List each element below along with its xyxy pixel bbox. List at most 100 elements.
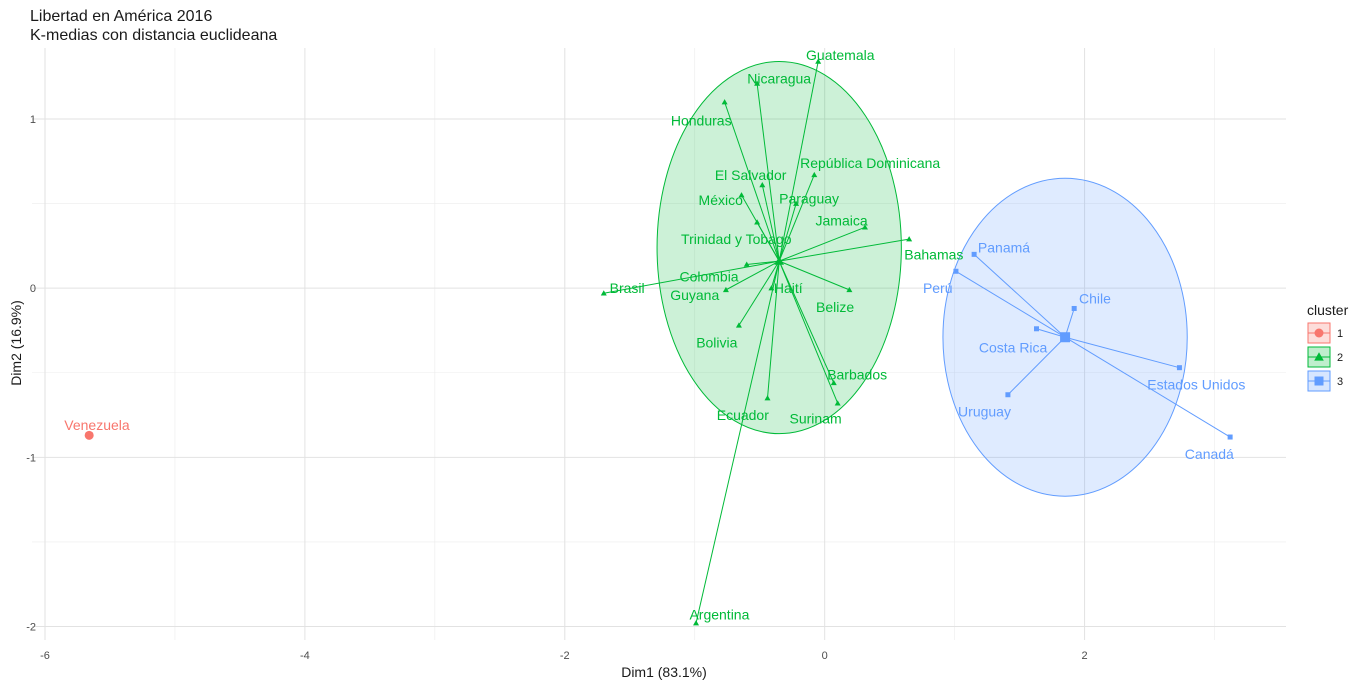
point-label: El Salvador bbox=[715, 167, 787, 183]
data-point bbox=[738, 192, 745, 198]
data-point bbox=[721, 99, 728, 105]
cluster-centroid bbox=[774, 256, 785, 265]
data-point bbox=[1033, 326, 1039, 332]
data-point bbox=[971, 251, 977, 257]
point-label: Chile bbox=[1079, 290, 1111, 306]
data-point bbox=[735, 322, 742, 328]
point-label: Brasil bbox=[610, 280, 645, 296]
point-label: Panamá bbox=[978, 240, 1030, 256]
legend-key-marker bbox=[1314, 352, 1324, 361]
legend-key-marker bbox=[1314, 328, 1324, 338]
data-point bbox=[1176, 365, 1182, 371]
y-tick-label: 1 bbox=[30, 114, 36, 126]
data-point bbox=[693, 620, 700, 626]
data-points bbox=[84, 58, 1233, 626]
cluster-centroid bbox=[1060, 332, 1071, 343]
chart-title: Libertad en América 2016 bbox=[30, 8, 212, 25]
data-point bbox=[754, 219, 761, 225]
point-label: Ecuador bbox=[717, 407, 769, 423]
spoke-line bbox=[756, 83, 780, 262]
point-label: República Dominicana bbox=[800, 155, 940, 171]
point-label: Venezuela bbox=[64, 417, 130, 433]
spoke-line bbox=[778, 260, 835, 384]
data-point bbox=[861, 224, 868, 230]
data-point bbox=[722, 286, 729, 293]
point-label: Barbados bbox=[827, 366, 887, 382]
y-axis-title: Dim2 (16.9%) bbox=[8, 300, 24, 386]
point-label: Guatemala bbox=[806, 47, 875, 63]
y-tick-label: -2 bbox=[26, 621, 36, 633]
point-label: Haití bbox=[774, 280, 803, 296]
data-point bbox=[84, 430, 94, 440]
point-label: Belize bbox=[816, 299, 854, 315]
data-point bbox=[906, 236, 913, 242]
y-tick-label: -1 bbox=[26, 452, 36, 464]
spoke-line bbox=[725, 260, 780, 291]
grid bbox=[32, 48, 1286, 640]
legend-label: 1 bbox=[1337, 328, 1343, 340]
legend-key-marker bbox=[1314, 376, 1324, 386]
data-point bbox=[600, 290, 607, 296]
x-tick-label: 0 bbox=[822, 650, 828, 662]
spoke-line bbox=[724, 101, 780, 262]
point-label: Honduras bbox=[671, 113, 732, 129]
point-label: Uruguay bbox=[958, 404, 1011, 420]
spoke-line bbox=[778, 61, 819, 262]
spoke-line bbox=[603, 260, 780, 294]
spoke-line bbox=[779, 260, 850, 291]
data-point bbox=[793, 200, 800, 206]
spoke-line bbox=[973, 253, 1066, 338]
point-label: Estados Unidos bbox=[1147, 377, 1245, 393]
x-tick-label: -6 bbox=[40, 650, 50, 662]
point-label: Argentina bbox=[689, 607, 749, 623]
cluster-ellipse-2 bbox=[656, 61, 902, 435]
point-label: Trinidad y Tobago bbox=[681, 231, 792, 247]
spoke-line bbox=[1064, 336, 1180, 369]
spoke-line bbox=[778, 260, 839, 404]
axis-ticks: -6 -4 -2 0 2 -2 -1 0 1 bbox=[26, 114, 1087, 662]
legend: cluster 1 2 3 bbox=[1307, 302, 1349, 392]
point-label: Bolivia bbox=[696, 334, 737, 350]
data-point bbox=[830, 379, 837, 386]
spoke-line bbox=[778, 174, 815, 262]
data-point bbox=[953, 268, 959, 274]
point-label: Guyana bbox=[670, 287, 719, 303]
spoke-line bbox=[779, 238, 910, 262]
y-tick-label: 0 bbox=[30, 283, 36, 295]
data-point bbox=[834, 400, 841, 406]
data-point bbox=[743, 261, 750, 267]
spoke-line bbox=[738, 260, 780, 326]
cluster-spokes bbox=[603, 61, 1231, 624]
x-tick-label: -4 bbox=[300, 650, 310, 662]
legend-label: 3 bbox=[1337, 376, 1343, 388]
point-label: Jamaica bbox=[816, 213, 868, 229]
point-label: Nicaragua bbox=[747, 70, 811, 86]
spoke-line bbox=[695, 261, 780, 624]
point-label: México bbox=[699, 192, 744, 208]
spoke-line bbox=[1007, 336, 1066, 396]
point-label: Surinam bbox=[790, 410, 842, 426]
point-label: Bahamas bbox=[904, 246, 963, 262]
point-label: Colombia bbox=[679, 268, 738, 284]
spoke-line bbox=[779, 226, 866, 262]
spoke-line bbox=[955, 270, 1066, 338]
point-label: Paraguay bbox=[779, 191, 839, 207]
data-point bbox=[764, 395, 771, 401]
point-label: Perú bbox=[923, 280, 953, 296]
legend-label: 2 bbox=[1337, 352, 1343, 364]
data-point bbox=[1005, 392, 1011, 398]
point-label: Canadá bbox=[1185, 446, 1234, 462]
data-point bbox=[815, 58, 822, 64]
data-point bbox=[1071, 305, 1077, 311]
data-point bbox=[1227, 434, 1233, 440]
data-point bbox=[768, 285, 775, 291]
spoke-line bbox=[761, 184, 780, 262]
point-labels: Venezuela Guatemala Nicaragua Honduras Repúb… bbox=[64, 47, 1245, 623]
legend-title: cluster bbox=[1307, 302, 1349, 318]
spoke-line bbox=[756, 221, 780, 262]
data-point bbox=[846, 286, 853, 293]
x-axis-title: Dim1 (83.1%) bbox=[621, 664, 707, 680]
x-tick-label: 2 bbox=[1082, 650, 1088, 662]
spoke-line bbox=[767, 261, 780, 399]
